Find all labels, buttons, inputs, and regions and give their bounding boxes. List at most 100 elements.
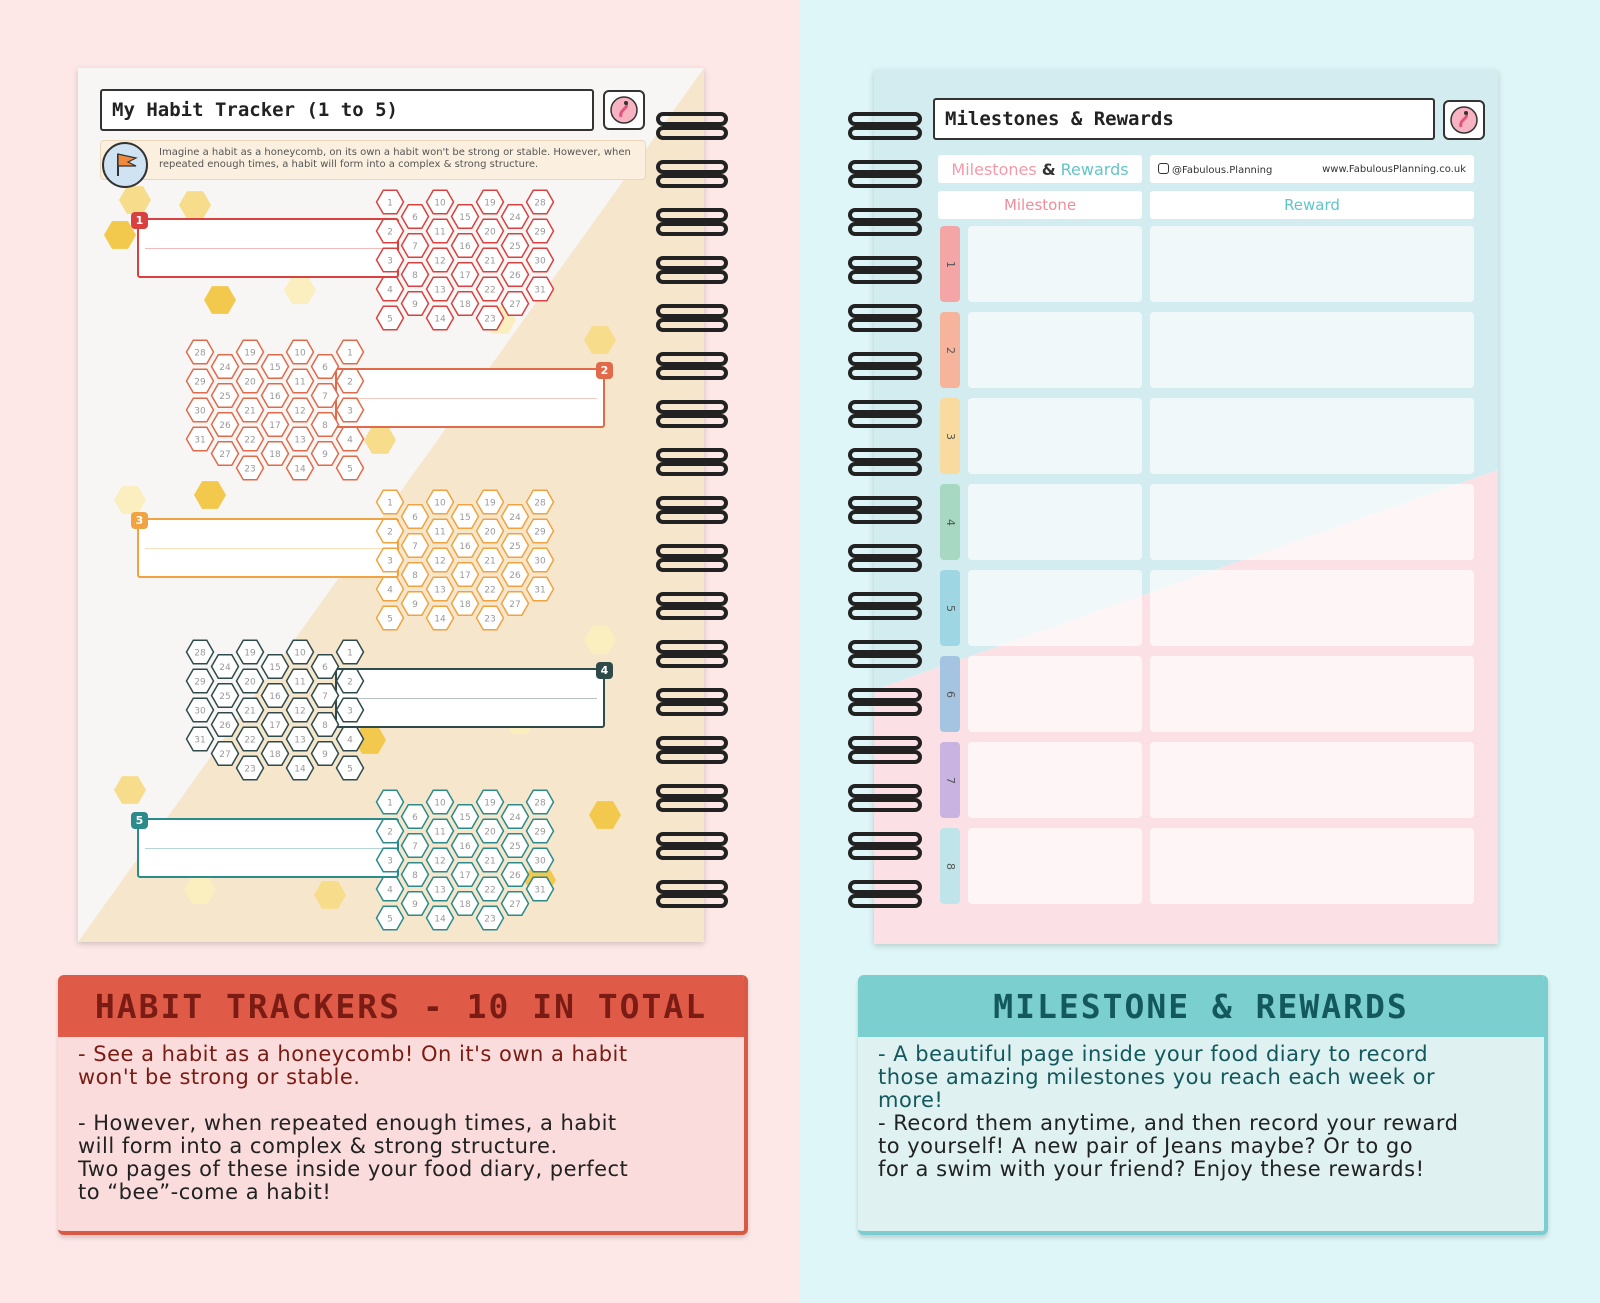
habit-day-cell[interactable]: 14: [285, 455, 315, 481]
habit-day-cell[interactable]: 22: [475, 876, 505, 902]
habit-day-cell[interactable]: 20: [235, 368, 265, 394]
habit-day-cell[interactable]: 31: [525, 276, 555, 302]
habit-day-cell[interactable]: 28: [525, 489, 555, 515]
habit-day-cell[interactable]: 19: [475, 189, 505, 215]
habit-day-cell[interactable]: 14: [425, 305, 455, 331]
habit-day-cell[interactable]: 24: [210, 654, 240, 679]
habit-day-cell[interactable]: 17: [260, 412, 290, 437]
habit-day-cell[interactable]: 25: [500, 233, 530, 258]
habit-day-cell[interactable]: 29: [185, 368, 215, 394]
habit-day-cell[interactable]: 5: [375, 905, 405, 931]
habit-day-cell[interactable]: 2: [335, 368, 365, 394]
habit-day-cell[interactable]: 15: [450, 804, 480, 829]
habit-day-cell[interactable]: 16: [450, 533, 480, 558]
habit-day-cell[interactable]: 7: [400, 533, 430, 558]
habit-day-cell[interactable]: 25: [210, 683, 240, 708]
habit-day-cell[interactable]: 22: [475, 576, 505, 602]
reward-input-cell[interactable]: [1150, 656, 1474, 732]
habit-day-cell[interactable]: 26: [210, 712, 240, 737]
habit-day-cell[interactable]: 10: [425, 189, 455, 215]
habit-day-cell[interactable]: 15: [450, 204, 480, 229]
habit-day-cell[interactable]: 22: [475, 276, 505, 302]
habit-day-cell[interactable]: 6: [400, 204, 430, 229]
reward-input-cell[interactable]: [1150, 828, 1474, 904]
habit-day-cell[interactable]: 8: [310, 412, 340, 437]
habit-day-cell[interactable]: 27: [500, 291, 530, 316]
habit-day-cell[interactable]: 7: [400, 833, 430, 858]
habit-day-cell[interactable]: 14: [285, 755, 315, 781]
habit-day-cell[interactable]: 18: [260, 741, 290, 766]
habit-day-cell[interactable]: 18: [450, 891, 480, 916]
habit-day-cell[interactable]: 21: [475, 247, 505, 273]
habit-day-cell[interactable]: 19: [475, 789, 505, 815]
habit-day-cell[interactable]: 1: [375, 789, 405, 815]
habit-day-cell[interactable]: 13: [425, 576, 455, 602]
habit-day-cell[interactable]: 8: [400, 262, 430, 287]
habit-day-cell[interactable]: 11: [285, 368, 315, 394]
habit-day-cell[interactable]: 31: [185, 726, 215, 752]
milestone-input-cell[interactable]: [968, 484, 1142, 560]
habit-day-cell[interactable]: 21: [475, 847, 505, 873]
habit-day-cell[interactable]: 17: [260, 712, 290, 737]
habit-day-cell[interactable]: 23: [235, 455, 265, 481]
habit-day-cell[interactable]: 5: [335, 755, 365, 781]
habit-day-cell[interactable]: 6: [310, 654, 340, 679]
habit-day-cell[interactable]: 11: [425, 818, 455, 844]
habit-day-cell[interactable]: 3: [335, 397, 365, 423]
habit-day-cell[interactable]: 26: [500, 262, 530, 287]
habit-day-cell[interactable]: 6: [400, 804, 430, 829]
habit-day-cell[interactable]: 30: [525, 547, 555, 573]
habit-day-cell[interactable]: 21: [235, 697, 265, 723]
habit-day-cell[interactable]: 25: [500, 533, 530, 558]
habit-name-field[interactable]: [137, 518, 399, 578]
habit-day-cell[interactable]: 10: [285, 639, 315, 665]
habit-day-cell[interactable]: 30: [525, 247, 555, 273]
habit-day-cell[interactable]: 19: [235, 339, 265, 365]
habit-day-cell[interactable]: 27: [210, 441, 240, 466]
habit-day-cell[interactable]: 23: [475, 605, 505, 631]
habit-day-cell[interactable]: 13: [425, 876, 455, 902]
habit-day-cell[interactable]: 31: [185, 426, 215, 452]
habit-day-cell[interactable]: 27: [210, 741, 240, 766]
habit-day-cell[interactable]: 15: [450, 504, 480, 529]
habit-day-cell[interactable]: 7: [400, 233, 430, 258]
habit-day-cell[interactable]: 19: [235, 639, 265, 665]
milestone-input-cell[interactable]: [968, 656, 1142, 732]
habit-day-cell[interactable]: 3: [375, 247, 405, 273]
habit-day-cell[interactable]: 17: [450, 262, 480, 287]
habit-day-cell[interactable]: 28: [185, 339, 215, 365]
habit-day-cell[interactable]: 30: [525, 847, 555, 873]
reward-input-cell[interactable]: [1150, 398, 1474, 474]
habit-day-cell[interactable]: 8: [310, 712, 340, 737]
habit-day-cell[interactable]: 6: [400, 504, 430, 529]
habit-day-cell[interactable]: 18: [450, 291, 480, 316]
habit-day-cell[interactable]: 1: [335, 639, 365, 665]
habit-day-cell[interactable]: 10: [285, 339, 315, 365]
habit-day-cell[interactable]: 14: [425, 905, 455, 931]
reward-input-cell[interactable]: [1150, 226, 1474, 302]
habit-day-cell[interactable]: 24: [500, 804, 530, 829]
habit-day-cell[interactable]: 7: [310, 683, 340, 708]
habit-day-cell[interactable]: 5: [335, 455, 365, 481]
habit-day-cell[interactable]: 16: [450, 833, 480, 858]
habit-day-cell[interactable]: 25: [210, 383, 240, 408]
habit-day-cell[interactable]: 16: [260, 683, 290, 708]
habit-day-cell[interactable]: 29: [525, 518, 555, 544]
habit-day-cell[interactable]: 4: [375, 276, 405, 302]
habit-name-field[interactable]: [335, 668, 605, 728]
habit-day-cell[interactable]: 22: [235, 426, 265, 452]
habit-day-cell[interactable]: 5: [375, 305, 405, 331]
habit-day-cell[interactable]: 10: [425, 789, 455, 815]
habit-day-cell[interactable]: 22: [235, 726, 265, 752]
habit-day-cell[interactable]: 13: [425, 276, 455, 302]
habit-day-cell[interactable]: 24: [210, 354, 240, 379]
habit-day-cell[interactable]: 24: [500, 504, 530, 529]
habit-day-cell[interactable]: 29: [185, 668, 215, 694]
habit-day-cell[interactable]: 19: [475, 489, 505, 515]
habit-day-cell[interactable]: 23: [475, 305, 505, 331]
habit-day-cell[interactable]: 16: [260, 383, 290, 408]
habit-name-field[interactable]: [137, 818, 399, 878]
habit-day-cell[interactable]: 24: [500, 204, 530, 229]
habit-day-cell[interactable]: 12: [285, 697, 315, 723]
habit-day-cell[interactable]: 13: [285, 426, 315, 452]
